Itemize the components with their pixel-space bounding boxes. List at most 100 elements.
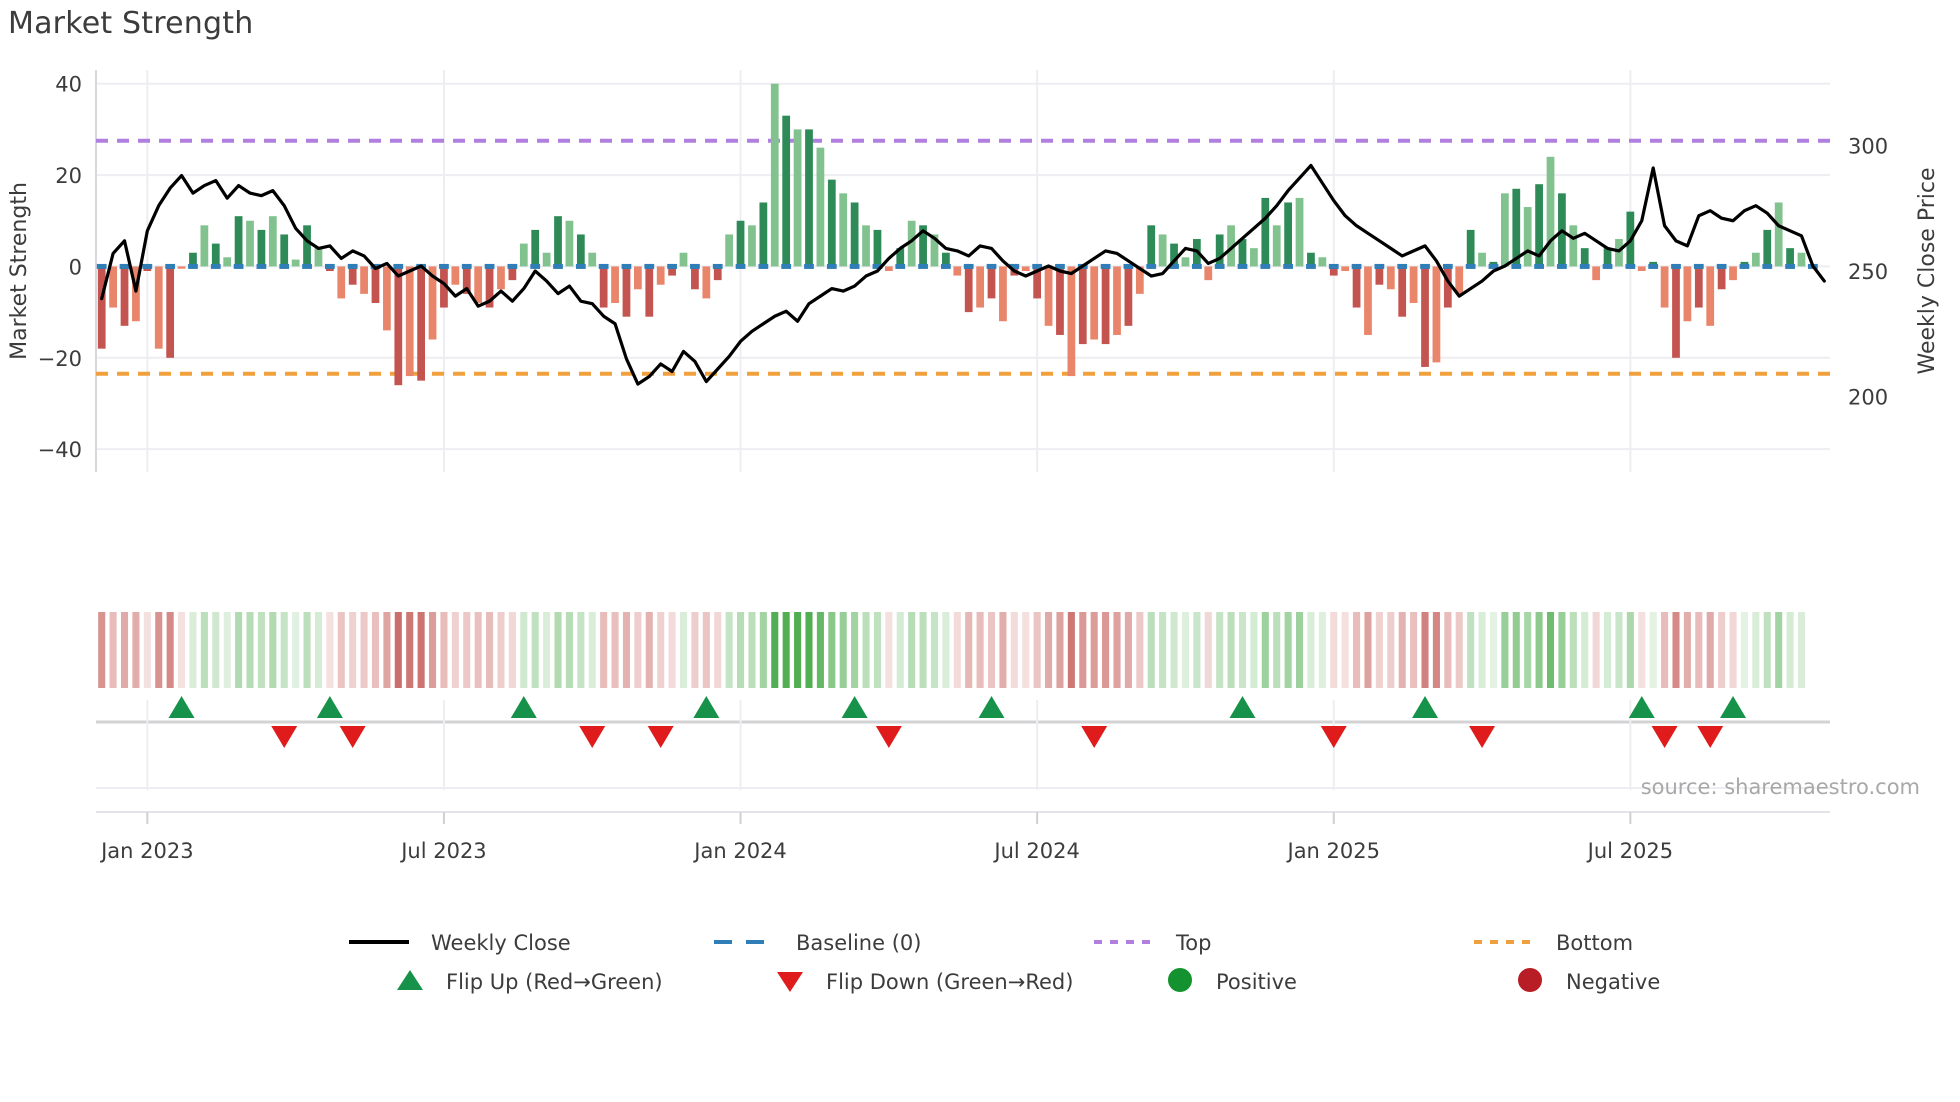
bar-negative (1375, 266, 1384, 285)
y-axis-title-right: Weekly Close Price (1915, 168, 1940, 375)
heatmap-cell (1455, 612, 1463, 688)
heatmap-cell (1181, 612, 1189, 688)
bar-negative (451, 266, 460, 285)
heatmap-cell (497, 612, 505, 688)
legend-item-flip-down[interactable]: Flip Down (Green→Red) (777, 970, 1073, 994)
heatmap-cell (714, 612, 722, 688)
flip-up-marker (316, 696, 343, 718)
heatmap-cell (120, 612, 129, 688)
heatmap-cell (337, 612, 345, 688)
heatmap-cell (851, 612, 859, 688)
heatmap-cell (930, 612, 939, 688)
y-axis-tick-left: −40 (38, 438, 82, 462)
heatmap-cell (292, 612, 300, 688)
heatmap-cell (1478, 612, 1486, 688)
legend-item-baseline[interactable]: Baseline (0) (714, 931, 921, 955)
heatmap-cell (314, 612, 322, 688)
heatmap-cell (634, 612, 642, 688)
heatmap-cell (1604, 612, 1612, 688)
flip-down-marker (271, 726, 298, 748)
heatmap-cell (1763, 612, 1771, 688)
heatmap-cell (303, 612, 311, 688)
bar-positive (1763, 229, 1772, 267)
heatmap-cell (1797, 612, 1806, 688)
bar-negative (1135, 266, 1144, 294)
bar-negative (405, 266, 414, 377)
x-axis-tick: Jul 2024 (992, 839, 1079, 863)
heatmap-cell (1626, 612, 1634, 688)
heatmap-cell (1067, 612, 1075, 688)
heatmap-cell (554, 612, 562, 688)
bottom-rules (96, 787, 1830, 824)
heatmap-cell (1318, 612, 1326, 688)
heatmap-cell (1467, 612, 1475, 688)
heatmap-cell (428, 612, 437, 688)
bar-positive (1181, 257, 1190, 267)
heatmap-cell (1330, 612, 1338, 688)
bar-positive (793, 129, 802, 267)
bar-positive (519, 243, 528, 267)
bar-negative (622, 266, 631, 317)
legend-item-negative[interactable]: Negative (1518, 968, 1660, 994)
heatmap-cell (1718, 612, 1726, 688)
y-axis-tick-right: 250 (1848, 260, 1888, 284)
bar-positive (291, 259, 300, 267)
heatmap-cell (235, 612, 243, 688)
bar-positive (862, 225, 870, 267)
bar-positive (1797, 252, 1806, 267)
flip-up-marker (510, 696, 537, 718)
heatmap-cell (1124, 612, 1132, 688)
legend-item-positive[interactable]: Positive (1168, 968, 1297, 994)
heatmap-cell (782, 612, 790, 688)
heatmap-cell (1250, 612, 1258, 688)
bar-negative (999, 266, 1007, 322)
heatmap-cell (896, 612, 904, 688)
bar-positive (1147, 225, 1156, 267)
bar-negative (1341, 266, 1350, 271)
legend-item-top[interactable]: Top (1094, 931, 1211, 955)
heatmap-cell (360, 612, 368, 688)
bar-positive (1318, 257, 1327, 267)
bar-positive (1158, 234, 1167, 267)
heatmap-cell (166, 612, 174, 688)
heatmap-cell (406, 612, 414, 688)
bar-positive (1307, 252, 1315, 267)
bar-negative (611, 266, 619, 303)
page-title: Market Strength (8, 6, 254, 41)
bar-positive (907, 220, 916, 267)
heatmap-cell (759, 612, 767, 688)
bar-positive (816, 147, 825, 267)
bar-positive (1751, 252, 1760, 267)
legend-item-bottom[interactable]: Bottom (1474, 931, 1633, 955)
bar-negative (109, 266, 117, 308)
heatmap-cell (1444, 612, 1452, 688)
heatmap-cell (1079, 612, 1087, 688)
heatmap-cell (622, 612, 631, 688)
bar-positive (1215, 234, 1224, 267)
legend-label-positive: Positive (1216, 970, 1297, 994)
heatmap-cell (862, 612, 870, 688)
heatmap-cell (1238, 612, 1247, 688)
bar-negative (440, 266, 448, 308)
bar-negative (976, 266, 984, 308)
heatmap-cell (805, 612, 813, 688)
legend-item-flip-up[interactable]: Flip Up (Red→Green) (397, 970, 663, 994)
bar-negative (1204, 266, 1213, 281)
heatmap-cell (1102, 612, 1110, 688)
heatmap-cell (1649, 612, 1657, 688)
heatmap-cell (577, 612, 585, 688)
heatmap-cell (1159, 612, 1167, 688)
legend-item-weekly-close[interactable]: Weekly Close (349, 931, 571, 955)
heatmap-cell (839, 612, 847, 688)
bar-negative (428, 266, 437, 340)
bar-positive (827, 179, 836, 267)
bar-negative (1694, 266, 1703, 308)
flip-up-marker (841, 696, 868, 718)
heatmap-cell (257, 612, 265, 688)
heatmap-cell (1524, 612, 1532, 688)
heatmap-cell (531, 612, 539, 688)
x-axis-tick: Jan 2023 (99, 839, 194, 863)
heatmap-cell (794, 612, 802, 688)
bar-negative (884, 266, 893, 271)
